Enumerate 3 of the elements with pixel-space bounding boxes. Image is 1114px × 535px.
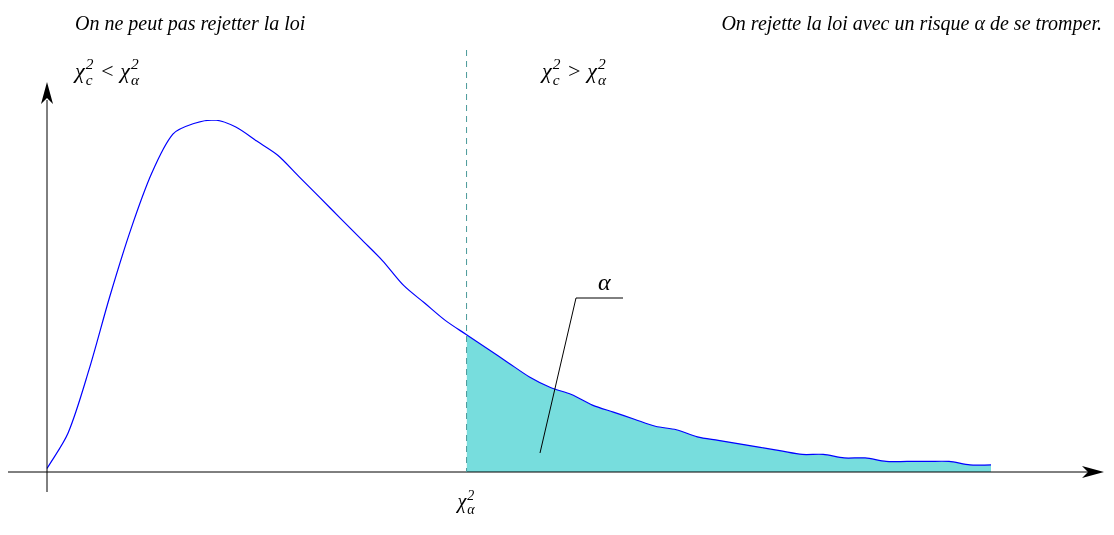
text: On ne peut pas rejetter la loi <box>75 12 306 35</box>
text: On rejette la loi avec un risque α de se tromper. <box>721 12 1102 35</box>
annotation: α <box>598 269 611 295</box>
